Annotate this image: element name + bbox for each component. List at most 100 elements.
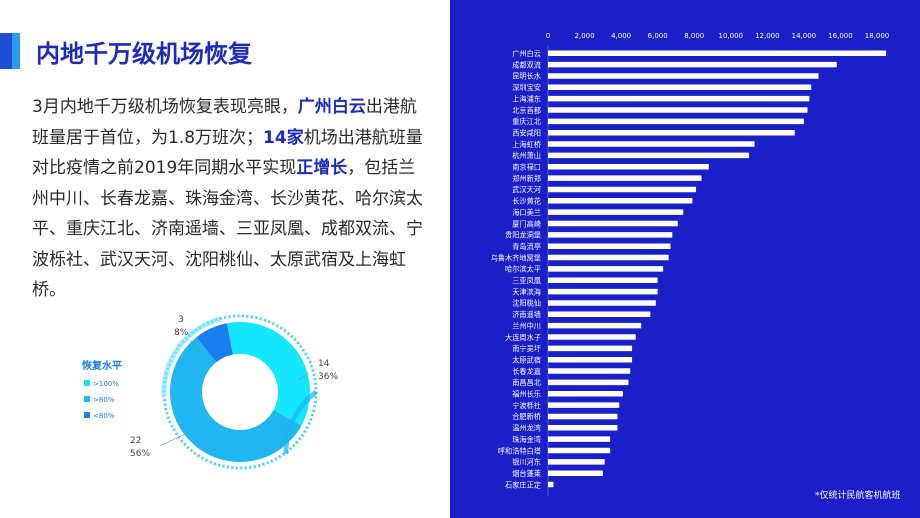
legend-label: >100% xyxy=(93,380,119,388)
bar xyxy=(548,356,633,363)
category-label: 长沙黄花 xyxy=(512,197,541,206)
bar xyxy=(548,73,819,79)
donut-value-label: 3 xyxy=(178,315,184,325)
donut-slice xyxy=(170,337,302,462)
category-label: 呼和浩特白塔 xyxy=(498,446,541,455)
bar xyxy=(548,447,611,454)
summary-text-1: 3月内地千万级机场恢复表现亮眼， xyxy=(32,97,298,117)
bar xyxy=(548,61,837,68)
x-tick-label: 0 xyxy=(546,32,550,40)
bar xyxy=(548,436,611,442)
highlight-guangzhou: 广州白云 xyxy=(297,97,366,117)
bar xyxy=(548,107,808,113)
bar xyxy=(548,152,750,159)
category-label: 上海浦东 xyxy=(512,94,541,103)
bar xyxy=(548,129,795,136)
category-label: 北京首都 xyxy=(512,106,541,115)
category-label: 西安咸阳 xyxy=(512,128,541,137)
leader-line xyxy=(189,339,201,353)
category-label: 深圳宝安 xyxy=(512,83,541,92)
donut-percent-label: 56% xyxy=(130,449,150,459)
bar xyxy=(548,175,702,181)
category-label: 宁波栎社 xyxy=(512,401,541,410)
category-label: 温州龙湾 xyxy=(512,424,541,433)
category-label: 石家庄正定 xyxy=(505,480,541,489)
category-label: 南昌昌北 xyxy=(512,378,541,387)
category-label: 兰州中川 xyxy=(512,321,541,330)
bar xyxy=(548,459,605,465)
legend-swatch xyxy=(84,380,90,386)
summary-text-3: 机场出港航班量对比疫情之前2019年同期水平实现 xyxy=(32,127,423,179)
donut-arc-decor xyxy=(161,316,221,397)
x-tick-label: 12,000 xyxy=(755,32,780,40)
bar xyxy=(548,118,804,125)
category-label: 郑州新郑 xyxy=(512,174,541,183)
bar xyxy=(548,311,651,318)
highlight-14: 14家 xyxy=(263,127,304,148)
recovery-donut-chart: 14 36% 22 56% 3 8% 恢复水平 >100% >80% <80% xyxy=(82,314,338,470)
donut-percent-label: 8% xyxy=(174,328,189,338)
bar xyxy=(548,368,631,374)
donut-arc-decor xyxy=(283,390,318,455)
bar xyxy=(548,266,664,272)
bar xyxy=(548,379,629,386)
bar xyxy=(548,84,812,91)
x-tick-label: 6,000 xyxy=(648,32,668,40)
category-label: 厦门高崎 xyxy=(512,219,541,228)
page-title: 内地千万级机场恢复 xyxy=(36,40,252,68)
donut-percent-label: 36% xyxy=(318,372,338,382)
category-label: 三亚凤凰 xyxy=(512,276,541,285)
bar xyxy=(548,254,669,261)
category-label: 重庆江北 xyxy=(512,117,541,126)
bar xyxy=(548,334,636,340)
bar xyxy=(548,402,620,408)
bar xyxy=(548,413,618,420)
bar xyxy=(548,220,678,227)
x-tick-label: 4,000 xyxy=(611,32,631,40)
category-label: 哈尔滨太平 xyxy=(505,265,541,274)
bar xyxy=(548,425,618,431)
bar xyxy=(548,186,697,193)
legend-title: 恢复水平 xyxy=(82,359,122,372)
bar xyxy=(548,141,755,147)
highlight-growth: 正增长 xyxy=(296,158,348,178)
category-label: 南京禄口 xyxy=(512,163,541,172)
bar xyxy=(548,232,673,238)
x-tick-label: 16,000 xyxy=(828,32,853,40)
bar xyxy=(548,345,633,352)
bar xyxy=(548,481,554,488)
title-accent-bar-light xyxy=(12,33,20,69)
x-tick-label: 10,000 xyxy=(719,32,744,40)
leader-line xyxy=(297,372,310,381)
donut-value-label: 14 xyxy=(318,359,330,369)
category-label: 济南遥墙 xyxy=(512,310,541,319)
category-label: 昆明长水 xyxy=(512,72,541,81)
legend-swatch xyxy=(84,396,90,402)
x-tick-label: 14,000 xyxy=(792,32,817,40)
category-label: 南宁吴圩 xyxy=(512,344,541,353)
legend-swatch xyxy=(84,412,90,418)
airport-bar-chart: 0 2,000 4,000 6,000 8,000 10,000 12,000 14,000 1… xyxy=(491,32,889,496)
category-label: 武汉天河 xyxy=(512,185,541,194)
donut-slice xyxy=(226,322,310,426)
category-label: 广州白云 xyxy=(512,49,541,58)
category-label: 珠海金湾 xyxy=(512,435,541,444)
category-label: 大连周水子 xyxy=(505,333,541,342)
legend-label: >80% xyxy=(93,396,115,404)
x-tick-label: 8,000 xyxy=(684,32,704,40)
category-label: 烟台蓬莱 xyxy=(512,469,541,478)
bar xyxy=(548,95,810,102)
bar xyxy=(548,164,709,170)
bar xyxy=(548,322,642,329)
bar xyxy=(548,198,693,204)
category-label: 杭州萧山 xyxy=(512,151,541,160)
category-label: 贵阳龙洞堡 xyxy=(505,231,541,240)
legend-label: <80% xyxy=(93,412,115,420)
category-label: 海口美兰 xyxy=(512,208,541,217)
bar xyxy=(548,288,658,295)
category-label: 福州长乐 xyxy=(512,390,541,399)
category-label: 成都双流 xyxy=(512,60,541,69)
category-label: 乌鲁木齐地窝堡 xyxy=(491,253,541,262)
category-label: 长春龙嘉 xyxy=(512,367,541,376)
footnote: *仅统计民航客机航班 xyxy=(815,491,901,501)
